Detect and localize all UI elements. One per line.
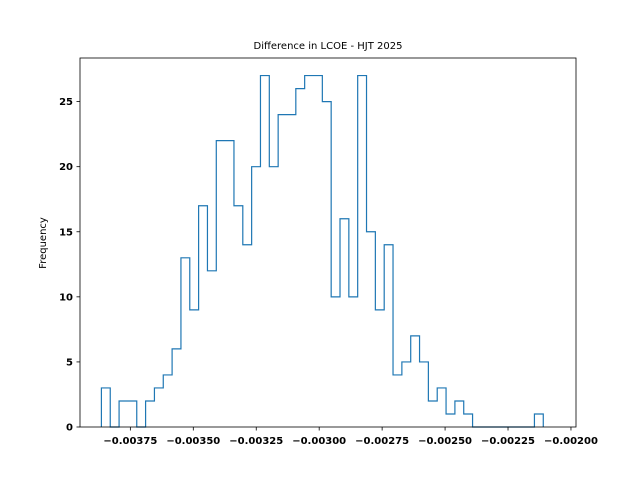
x-tick-label: −0.00200 bbox=[544, 436, 598, 447]
chart-title: Difference in LCOE - HJT 2025 bbox=[254, 41, 403, 52]
y-tick-label: 0 bbox=[66, 423, 73, 434]
y-tick-label: 15 bbox=[59, 227, 73, 238]
x-tick-label: −0.00225 bbox=[481, 436, 535, 447]
histogram-step-line bbox=[100, 74, 544, 428]
y-axis-label: Frequency bbox=[38, 217, 49, 269]
x-tick-label: −0.00250 bbox=[418, 436, 472, 447]
plot-area: −0.00375 −0.00350 −0.00325 −0.00300 −0.00275… bbox=[59, 57, 598, 447]
x-tick-label: −0.00375 bbox=[103, 436, 157, 447]
x-tick-label: −0.00300 bbox=[292, 436, 346, 447]
x-tick-label: −0.00275 bbox=[355, 436, 409, 447]
x-tick-label: −0.00350 bbox=[166, 436, 220, 447]
y-tick-label: 25 bbox=[59, 97, 73, 108]
x-tick-label: −0.00325 bbox=[229, 436, 283, 447]
y-tick-label: 5 bbox=[66, 357, 73, 368]
y-tick-label: 10 bbox=[59, 292, 73, 303]
axes-frame bbox=[79, 57, 577, 428]
y-tick-label: 20 bbox=[59, 162, 73, 173]
